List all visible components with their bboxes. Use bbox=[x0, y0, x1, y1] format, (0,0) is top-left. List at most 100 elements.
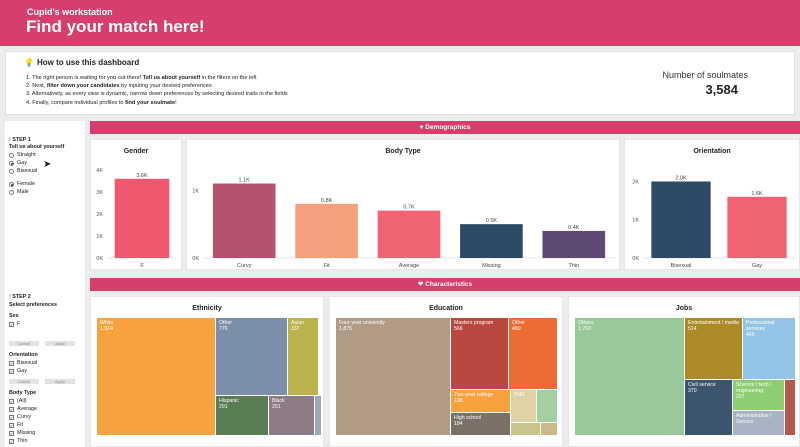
how-to-step-emphasis: filter down your candidates bbox=[46, 83, 120, 90]
treemap-cell-value: 466 bbox=[746, 332, 755, 339]
checkbox[interactable]: ✓ bbox=[9, 398, 14, 404]
checkbox[interactable]: ✓ bbox=[9, 406, 14, 412]
treemap-cell-label: Other bbox=[219, 320, 232, 326]
treemap-cell-label: High school bbox=[454, 415, 482, 421]
x-tick-label: F bbox=[140, 263, 144, 269]
bodytype-chart-panel: Body Type 0K 1K 1.1K Curvy 0.8K Fit 0.7K Averag… bbox=[186, 139, 620, 270]
sex-pref-checkbox[interactable]: ✓ F bbox=[9, 321, 20, 327]
treemap-cell[interactable]: Others 1,763 bbox=[575, 318, 685, 436]
how-to-step-text: 1. The right person is waiting for you o… bbox=[26, 75, 143, 81]
treemap-cell[interactable] bbox=[537, 390, 558, 423]
demographics-banner: ♥ Demographics bbox=[90, 121, 800, 134]
bodytype-pref-checkbox[interactable]: ✓ Curvy bbox=[9, 414, 31, 420]
checkbox[interactable]: ✓ bbox=[9, 321, 14, 327]
radio-button[interactable] bbox=[9, 181, 14, 187]
treemap-cell-label: Two-year college bbox=[454, 392, 494, 398]
treemap-cell[interactable] bbox=[785, 380, 796, 436]
treemap-cell[interactable]: Masters program 566 bbox=[451, 318, 509, 390]
education-treemap: Four-year university 1,875 Masters program… bbox=[336, 318, 558, 436]
orientation-filter-buttons: Cancel Apply bbox=[9, 379, 75, 384]
bodytype-pref-checkbox[interactable]: ✓ Thin bbox=[9, 438, 28, 444]
treemap-cell[interactable]: Black 251 bbox=[269, 396, 315, 436]
step1-title: STEP 1 bbox=[12, 137, 31, 143]
dashboard-header: Cupid's workstation Find your match here… bbox=[0, 0, 800, 46]
checkbox[interactable]: ✓ bbox=[9, 414, 14, 420]
treemap-cell-label: Professional services bbox=[746, 320, 775, 333]
treemap-cell-label: Science / tech / engineering bbox=[736, 382, 772, 395]
treemap-cell[interactable]: High school 184 bbox=[451, 413, 511, 436]
treemap-cell-value: 370 bbox=[688, 388, 697, 395]
sex-filter-label: Sex bbox=[9, 313, 19, 319]
y-tick-label: 3K bbox=[96, 190, 103, 196]
checkbox[interactable]: ✓ bbox=[9, 430, 14, 436]
bar-value-label: 3.6K bbox=[136, 173, 148, 179]
option-label: Male bbox=[17, 189, 29, 195]
x-tick-label: Average bbox=[399, 263, 419, 269]
demographics-banner-label: Demographics bbox=[425, 124, 471, 131]
treemap-cell-label: Masters program bbox=[454, 320, 494, 326]
how-to-step: 4. Finally, compare individual profiles … bbox=[26, 99, 288, 107]
apply-button[interactable]: Apply bbox=[45, 341, 75, 346]
treemap-cell-value: 1,875 bbox=[339, 326, 352, 333]
treemap-cell-label: Other bbox=[512, 320, 525, 326]
bodytype-pref-checkbox[interactable]: ✓ Fit bbox=[9, 422, 23, 428]
checkbox[interactable]: ✓ bbox=[9, 438, 14, 444]
y-tick-label: 2K bbox=[96, 212, 103, 218]
treemap-cell-value: 198 bbox=[454, 398, 463, 405]
radio-button[interactable] bbox=[9, 168, 14, 174]
treemap-cell[interactable]: Hispanic 291 bbox=[216, 396, 269, 436]
treemap-cell[interactable]: PHD bbox=[511, 390, 537, 423]
checkbox[interactable]: ✓ bbox=[9, 360, 14, 366]
bodytype-pref-checkbox[interactable]: ✓ Average bbox=[9, 406, 37, 412]
radio-button[interactable] bbox=[9, 160, 14, 166]
how-to-step-text: ! bbox=[175, 99, 177, 106]
treemap-cell-value: 480 bbox=[512, 326, 521, 333]
apply-button[interactable]: Apply bbox=[45, 379, 75, 384]
ethnicity-treemap: White 1,914 Other 776 Asian 337 Hispanic 291 Bla… bbox=[97, 318, 322, 436]
treemap-cell[interactable]: Other 776 bbox=[216, 318, 288, 396]
orientation-pref-checkbox[interactable]: ✓ Gay bbox=[9, 368, 27, 374]
bar-thin bbox=[542, 230, 606, 258]
cancel-button[interactable]: Cancel bbox=[9, 379, 39, 384]
orientation-radio-straight[interactable]: Straight bbox=[9, 152, 36, 158]
treemap-cell[interactable]: Other 480 bbox=[509, 318, 558, 390]
treemap-cell[interactable]: Four-year university 1,875 bbox=[336, 318, 451, 436]
treemap-cell[interactable] bbox=[511, 423, 541, 436]
bar-value-label: 0.8K bbox=[321, 198, 333, 204]
radio-button[interactable] bbox=[9, 189, 14, 195]
sex-radio-female[interactable]: Female bbox=[9, 181, 35, 187]
cancel-button[interactable]: Cancel bbox=[9, 341, 39, 346]
step2-heading: ! STEP 2 bbox=[9, 294, 31, 300]
treemap-cell-value: 566 bbox=[454, 326, 463, 333]
orientation-radio-gay[interactable]: Gay bbox=[9, 160, 27, 166]
treemap-cell[interactable]: Professional services 466 bbox=[743, 318, 796, 380]
treemap-cell[interactable]: Two-year college 198 bbox=[451, 390, 511, 413]
orientation-filter-label: Orientation bbox=[9, 352, 38, 358]
orientation-pref-checkbox[interactable]: ✓ Bisexual bbox=[9, 360, 37, 366]
checkbox[interactable]: ✓ bbox=[9, 422, 14, 428]
bodytype-pref-checkbox[interactable]: ✓ (All) bbox=[9, 398, 27, 404]
option-label: Average bbox=[17, 406, 37, 412]
treemap-cell[interactable]: Asian 337 bbox=[288, 318, 319, 396]
step2-title: STEP 2 bbox=[12, 294, 31, 300]
bodytype-pref-checkbox[interactable]: ✓ Missing bbox=[9, 430, 35, 436]
treemap-cell-value: 337 bbox=[291, 326, 300, 333]
treemap-cell[interactable] bbox=[315, 396, 322, 436]
treemap-cell-value: 227 bbox=[736, 394, 745, 401]
treemap-cell[interactable] bbox=[541, 423, 558, 436]
x-tick-label: Curvy bbox=[237, 263, 252, 269]
treemap-cell[interactable]: Entertainment / media 514 bbox=[685, 318, 743, 380]
how-to-step: 3. Alternatively, as every view is dynam… bbox=[26, 90, 288, 98]
treemap-cell[interactable]: White 1,914 bbox=[97, 318, 216, 436]
treemap-cell[interactable]: Administrative / Service bbox=[733, 411, 785, 436]
treemap-cell-value: 514 bbox=[688, 326, 697, 333]
step1-subtitle: Tell us about yourself bbox=[9, 144, 65, 150]
option-label: Fit bbox=[17, 422, 23, 428]
orientation-radio-bisexual[interactable]: Bisexual bbox=[9, 168, 37, 174]
radio-button[interactable] bbox=[9, 152, 14, 158]
treemap-cell[interactable]: Civil service 370 bbox=[685, 380, 733, 436]
checkbox[interactable]: ✓ bbox=[9, 368, 14, 374]
bodytype-chart-title: Body Type bbox=[385, 148, 421, 155]
sex-radio-male[interactable]: Male bbox=[9, 189, 29, 195]
treemap-cell[interactable]: Science / tech / engineering 227 bbox=[733, 380, 785, 411]
